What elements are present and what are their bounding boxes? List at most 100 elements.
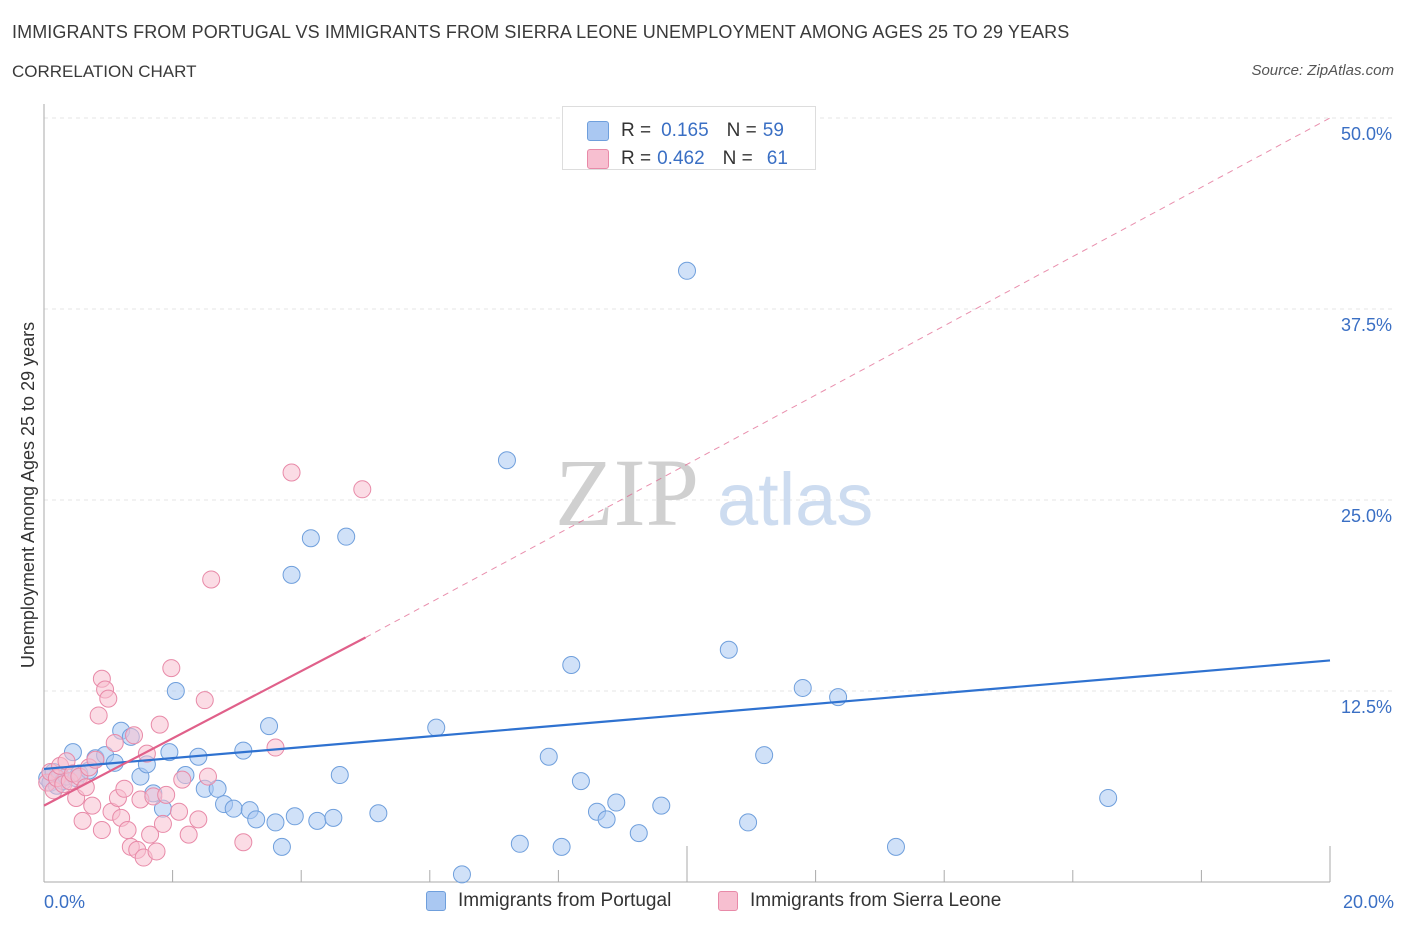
portugal-point [208, 779, 227, 798]
sierra-point [353, 480, 372, 499]
bottom-legend-sierra: Immigrants from Sierra Leone [718, 888, 1001, 914]
sierra-point [234, 833, 253, 852]
sierra-point [150, 715, 169, 734]
bottom-portugal-swatch [426, 891, 446, 911]
sierra-r-value: 0.462 [657, 148, 705, 169]
portugal-point [597, 810, 616, 829]
portugal-point [369, 804, 388, 823]
sierra-trendline-extension [365, 117, 1331, 638]
portugal-point [337, 527, 356, 546]
grid-layer [44, 117, 1392, 692]
bottom-portugal-label: Immigrants from Portugal [458, 890, 672, 911]
correlation-legend: R = 0.165 N = 59 R = 0.462 N = 61 [562, 106, 816, 170]
sierra-point [92, 821, 111, 840]
sierra-point [105, 733, 124, 752]
portugal-n-value: 59 [762, 120, 784, 141]
sierra-point [141, 825, 160, 844]
portugal-point [427, 718, 446, 737]
portugal-swatch [587, 121, 609, 141]
y-tick-label: 25.0% [1341, 506, 1392, 526]
portugal-r-value: 0.165 [661, 120, 709, 141]
source-credit: Source: ZipAtlas.com [1251, 62, 1394, 79]
portugal-point [719, 640, 738, 659]
portugal-point [739, 813, 758, 832]
sierra-point [83, 796, 102, 815]
sierra-point [162, 659, 181, 678]
x-tick-label-max: 20.0% [1343, 892, 1394, 912]
portugal-point [678, 261, 696, 280]
portugal-point [282, 565, 301, 584]
sierra-point [157, 785, 176, 804]
portugal-point [166, 682, 185, 700]
y-tick-label: 50.0% [1341, 124, 1392, 144]
sierra-n-value: 61 [766, 148, 788, 169]
bottom-sierra-swatch [718, 891, 738, 911]
chart-title: IMMIGRANTS FROM PORTUGAL VS IMMIGRANTS F… [12, 22, 1070, 42]
portugal-point [330, 766, 349, 785]
sierra-point [125, 726, 144, 745]
portugal-point [266, 813, 285, 832]
sierra-point [179, 825, 198, 844]
portugal-point [224, 799, 243, 818]
portugal-point [886, 837, 905, 856]
y-axis-label: Unemployment Among Ages 25 to 29 years [18, 322, 38, 668]
portugal-point [260, 717, 279, 736]
watermark: ZIP atlas [555, 439, 873, 546]
portugal-point [452, 865, 471, 884]
sierra-n-label: N = [722, 148, 753, 169]
portugal-point [301, 529, 320, 548]
sierra-point [115, 779, 134, 798]
bottom-legend-portugal: Immigrants from Portugal [426, 888, 671, 914]
sierra-point [195, 691, 214, 710]
portugal-point [755, 746, 774, 765]
legend-row-portugal: R = 0.165 N = 59 [587, 119, 784, 143]
portugal-point [308, 811, 327, 830]
sierra-point [170, 802, 189, 821]
sierra-point [198, 767, 217, 786]
portugal-point [497, 451, 516, 470]
portugal-point [285, 807, 304, 826]
sierra-point [89, 706, 108, 725]
portugal-point [539, 747, 558, 766]
trend-layer [43, 117, 1331, 807]
portugal-point [324, 808, 343, 827]
sierra-point [153, 814, 172, 833]
sierra-point [202, 570, 221, 589]
watermark-zip: ZIP [555, 439, 699, 546]
points-layer [38, 261, 1118, 884]
portugal-point [793, 678, 812, 697]
portugal-point [629, 824, 648, 843]
sierra-point [282, 463, 301, 482]
portugal-point [247, 810, 266, 829]
portugal-point [160, 743, 179, 762]
sierra-r-label: R = [621, 148, 652, 169]
portugal-point [571, 772, 590, 791]
sierra-point [73, 811, 92, 830]
axes-layer: 12.5% 25.0% 37.5% 50.0% 0.0% 20.0% [43, 104, 1394, 912]
sierra-point [173, 770, 192, 789]
sierra-point [99, 689, 118, 708]
portugal-point [607, 793, 626, 812]
sierra-point [266, 738, 285, 757]
portugal-point [652, 796, 671, 815]
portugal-trendline [43, 659, 1331, 771]
sierra-point [147, 842, 166, 861]
portugal-n-label: N = [726, 120, 757, 141]
portugal-point [272, 837, 291, 856]
sierra-trendline [43, 636, 367, 807]
portugal-point [562, 656, 581, 675]
portugal-r-label: R = [621, 120, 652, 141]
y-tick-label: 37.5% [1341, 315, 1392, 335]
chart-subtitle: CORRELATION CHART [12, 62, 197, 81]
legend-row-sierra: R = 0.462 N = 61 [587, 147, 788, 171]
portugal-point [552, 837, 571, 856]
sierra-point [189, 810, 208, 829]
portugal-point [1099, 788, 1118, 807]
sierra-point [118, 821, 137, 840]
y-tick-label: 12.5% [1341, 697, 1392, 717]
x-tick-label-min: 0.0% [44, 892, 85, 912]
sierra-swatch [587, 149, 609, 169]
portugal-point [510, 834, 529, 853]
watermark-atlas: atlas [717, 458, 873, 541]
